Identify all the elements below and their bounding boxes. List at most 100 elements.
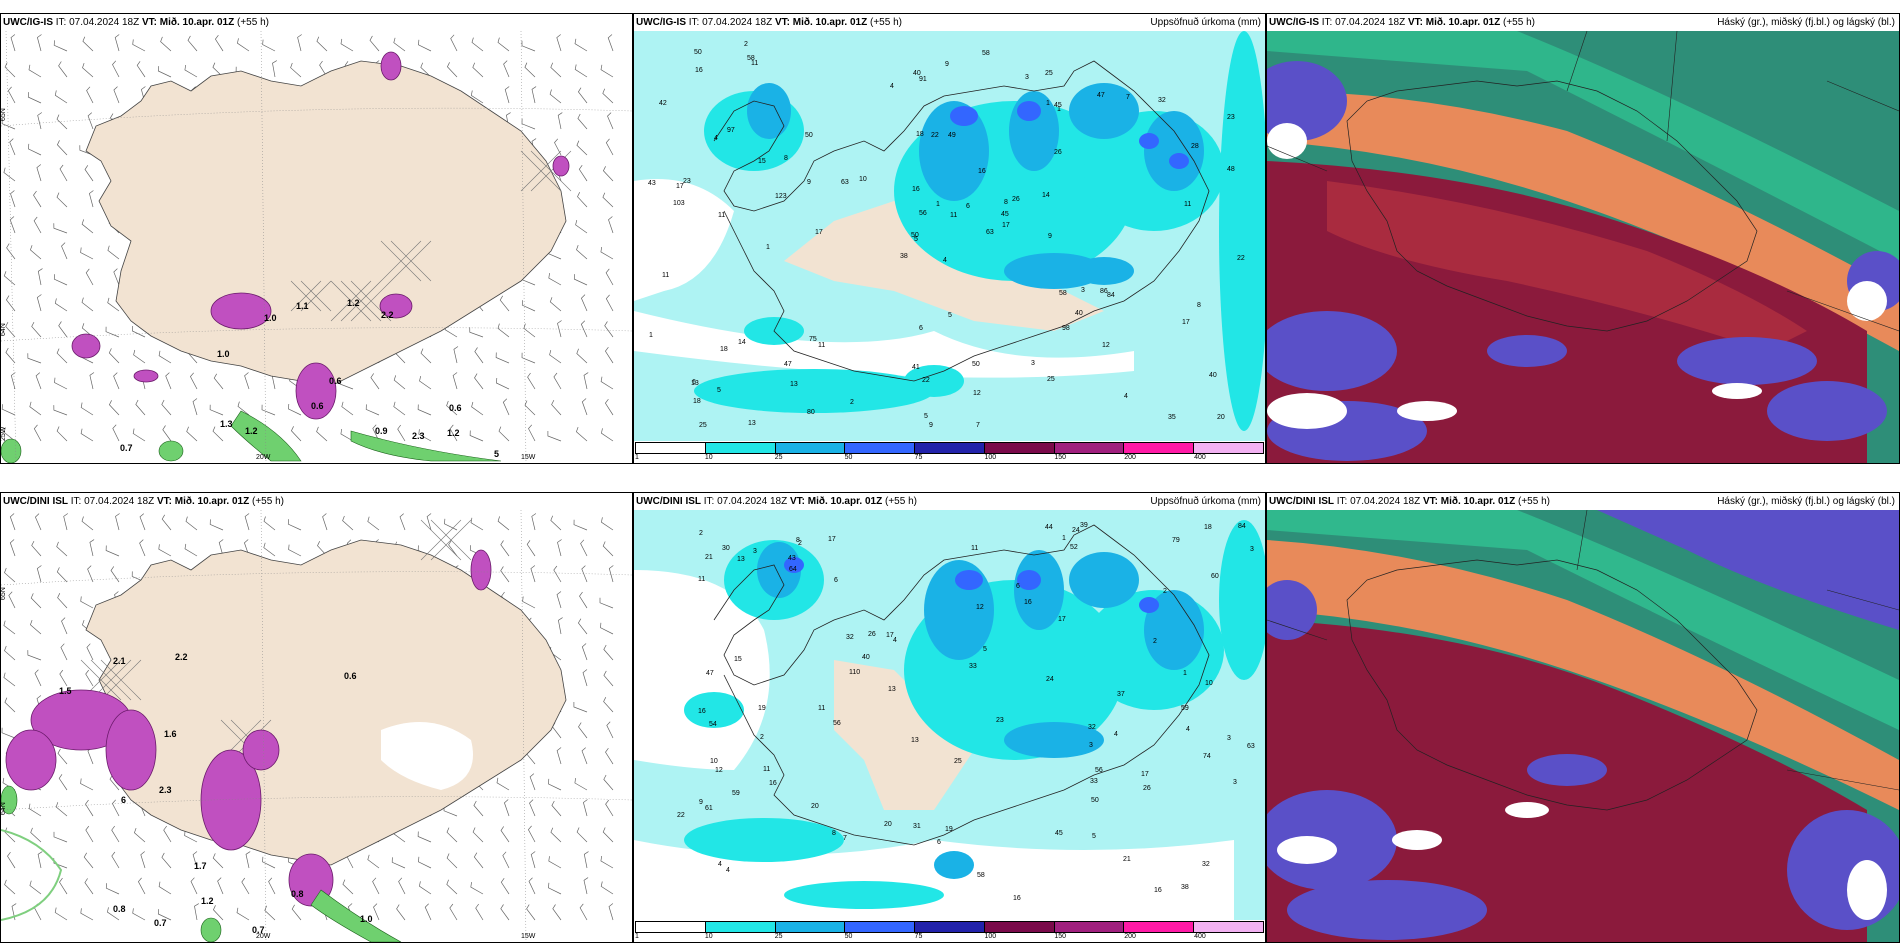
value-label: 1.0: [360, 914, 373, 924]
it-label: IT:: [1321, 17, 1333, 28]
wind-barb: [187, 35, 198, 52]
iceland-land-precip: [784, 201, 1104, 331]
wind-barb: [605, 294, 614, 312]
value-label: 44: [1045, 524, 1053, 531]
value-label: 56: [919, 210, 927, 217]
wind-barb: [602, 166, 614, 182]
value-label: 11: [718, 212, 725, 219]
wind-value-labels: 0.7 0.6 0.6 0.6 1.0 1.2 1.2 2.2 2.3 1.3 5 1.0 1.2 1.1…: [120, 298, 499, 459]
wind-barb: [37, 112, 43, 130]
value-label: 3: [1031, 360, 1035, 367]
value-label: 97: [727, 127, 735, 134]
wind-barb: [605, 138, 614, 156]
value-label: 30: [722, 545, 730, 552]
wind-barb: [500, 540, 510, 557]
wind-barb: [237, 401, 250, 416]
wind-barb: [526, 540, 536, 557]
wind-barb: [602, 88, 614, 104]
cloud-teal-band: [1267, 31, 1899, 261]
wind-barb: [132, 39, 146, 52]
value-label: 2: [760, 734, 764, 741]
wind-barb: [218, 539, 224, 557]
wind-barb: [29, 245, 42, 260]
graticule: [1, 31, 632, 463]
value-label: 4: [1114, 731, 1118, 738]
value-label: 22: [1237, 255, 1245, 262]
wind-barb: [471, 37, 484, 52]
value-label: 11: [763, 766, 770, 773]
it-label: IT:: [55, 17, 67, 28]
wind-barb: [5, 321, 16, 338]
wind-barb: [107, 245, 120, 260]
cloud-map[interactable]: [1267, 510, 1899, 942]
it-label: IT:: [703, 496, 715, 507]
value-label: 1.7: [194, 861, 207, 871]
value-label: 1.0: [264, 313, 277, 323]
value-label: 25: [1047, 376, 1055, 383]
value-label: 26: [1054, 149, 1062, 156]
wind-barb: [578, 722, 588, 739]
wind-barb: [600, 881, 614, 895]
wind-barb: [55, 802, 68, 817]
wind-barb: [194, 903, 199, 921]
wind-barb: [576, 244, 588, 260]
wind-barb: [184, 830, 198, 843]
wind-barb: [579, 591, 588, 609]
wind-barb: [288, 403, 302, 416]
wind-barb: [473, 800, 484, 817]
wind-barb: [84, 878, 94, 895]
wind-barb: [161, 514, 172, 531]
wind-map[interactable]: 0.7 0.7 0.8 0.8 2.1 1.5 6 1.0 2.2 1.6 0.6 1.2 2.3 1.7…: [1, 510, 632, 942]
wind-barb: [583, 877, 589, 895]
value-label: 1.3: [220, 419, 233, 429]
wind-barb: [557, 320, 562, 338]
wind-barb: [599, 597, 614, 609]
value-label: 63: [986, 229, 994, 236]
wind-barb: [607, 112, 614, 130]
precip-map[interactable]: 4 4 5 6 8 11 25 49 45 63 11 20 11 23 38 26 13 18 16 14 10 18 1…: [634, 31, 1265, 441]
wind-barb: [529, 773, 536, 791]
wind-barb: [604, 321, 614, 338]
value-label: 60: [1211, 573, 1219, 580]
value-label: 52: [1070, 544, 1078, 551]
wind-barb: [503, 60, 510, 78]
vt-label: VT:: [156, 496, 172, 507]
value-label: 0.6: [344, 671, 357, 681]
precip-legend: 1 10 25 50 75 100 150 200 400: [635, 921, 1264, 941]
wind-barb: [4, 697, 16, 713]
value-label: 54: [709, 721, 717, 728]
value-label: 8: [1004, 199, 1008, 206]
value-label: 15: [734, 656, 742, 663]
lead-time: (+55 h): [252, 496, 284, 507]
wind-barb: [500, 904, 510, 921]
value-label: 32: [1088, 724, 1096, 731]
value-label: 4: [890, 83, 894, 90]
wind-barb: [549, 89, 562, 104]
value-label: 16: [698, 708, 706, 715]
value-label: 11: [818, 342, 825, 349]
snow-hatch: [290, 150, 572, 322]
cloud-white-clear: [1267, 123, 1887, 429]
value-label: 5: [1092, 833, 1096, 840]
value-label: 25: [954, 758, 962, 765]
value-label: 0.6: [311, 401, 324, 411]
model-name: UWC/DINI ISL: [3, 496, 68, 507]
precip-map[interactable]: 3 4 4 2 4 21 61 52 32 16 11 16 21 32 20 10 25 23 17 16 84 79 1…: [634, 510, 1265, 920]
wind-barb: [157, 909, 172, 921]
wind-barb: [558, 617, 563, 635]
wind-barb: [531, 513, 537, 531]
wind-barb: [162, 425, 172, 442]
wind-barb: [81, 516, 94, 531]
value-label: 19: [945, 826, 953, 833]
wind-barb: [212, 853, 224, 869]
value-label: 50: [694, 49, 702, 56]
legend-tick: 25: [774, 454, 783, 461]
wind-barb: [583, 372, 589, 390]
wind-barb: [603, 670, 614, 687]
wind-barb: [397, 424, 406, 442]
vt-value: Mið. 10.apr. 01Z: [174, 496, 250, 507]
wind-map[interactable]: 0.7 0.6 0.6 0.6 1.0 1.2 1.2 2.2 2.3 1.3 5 1.0 1.2 1.1…: [1, 31, 632, 463]
cloud-map[interactable]: [1267, 31, 1899, 463]
cloud-orange-band: [1267, 540, 1899, 810]
wind-barb: [576, 827, 588, 843]
